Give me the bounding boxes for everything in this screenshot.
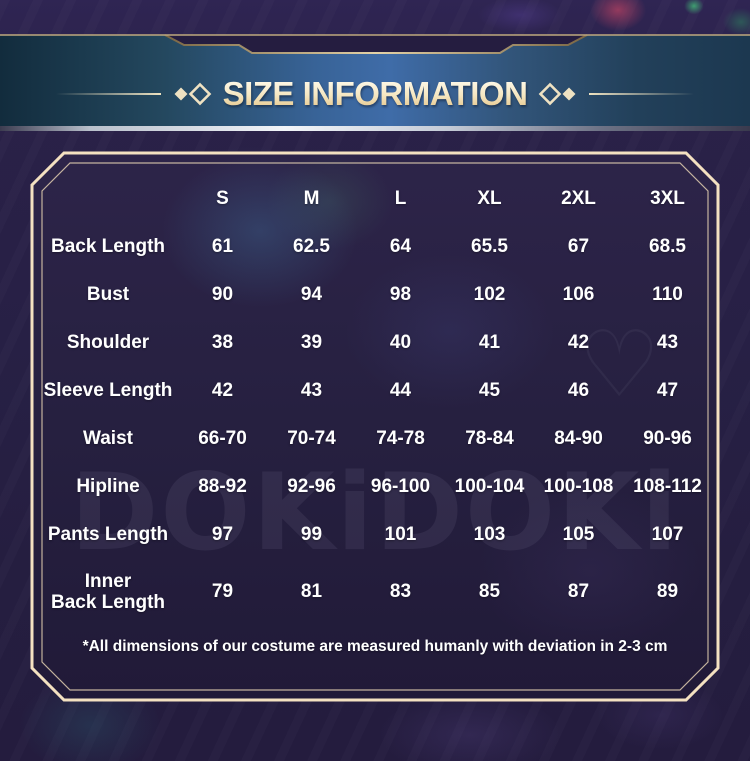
- value-cell: 43: [656, 332, 679, 354]
- table-row: Pants Length 97 99 101 103 105 107: [38, 511, 712, 559]
- value-cell: 38: [211, 332, 234, 354]
- value-cell: 88-92: [198, 476, 247, 498]
- value-cell: 46: [567, 380, 590, 402]
- row-label: Shoulder: [66, 332, 150, 354]
- row-label: Pants Length: [47, 524, 169, 546]
- value-cell: 83: [389, 581, 412, 603]
- size-info-banner: SIZE INFORMATION: [0, 33, 750, 131]
- column-header: XL: [477, 188, 502, 210]
- table-row: Back Length 61 62.5 64 65.5 67 68.5: [38, 223, 712, 271]
- value-cell: 74-78: [376, 428, 425, 450]
- value-cell: 61: [211, 236, 234, 258]
- value-cell: 66-70: [198, 428, 247, 450]
- value-cell: 90-96: [643, 428, 692, 450]
- value-cell: 110: [652, 284, 683, 306]
- value-cell: 89: [656, 581, 679, 603]
- value-cell: 99: [300, 524, 323, 546]
- ornament-line-left: [55, 92, 161, 95]
- value-cell: 47: [656, 380, 679, 402]
- value-cell: 45: [478, 380, 501, 402]
- column-header: M: [303, 188, 320, 210]
- row-label: Hipline: [76, 476, 140, 498]
- row-label: Sleeve Length: [43, 380, 173, 402]
- table-row: Hipline 88-92 92-96 96-100 100-104 100-108 108…: [38, 463, 712, 511]
- value-cell: 62.5: [293, 236, 330, 258]
- double-diamond-icon: [174, 82, 211, 105]
- size-table-header: S M L XL 2XL 3XL: [38, 175, 712, 223]
- value-cell: 103: [473, 524, 506, 546]
- value-cell: 84-90: [554, 428, 603, 450]
- table-row: Waist 66-70 70-74 74-78 78-84 84-90 90-96: [38, 415, 712, 463]
- value-cell: 90: [211, 284, 234, 306]
- banner-decoration: [0, 34, 750, 131]
- value-cell: 67: [567, 236, 590, 258]
- column-header: S: [216, 188, 229, 210]
- value-cell: 43: [300, 380, 323, 402]
- title-row: SIZE INFORMATION: [0, 77, 750, 110]
- measurement-disclaimer: *All dimensions of our costume are measu…: [82, 638, 668, 655]
- value-cell: 108-112: [633, 476, 702, 498]
- table-row: Bust 90 94 98 102 106 110: [38, 271, 712, 319]
- value-cell: 107: [651, 524, 684, 546]
- value-cell: 100-108: [543, 476, 614, 498]
- value-cell: 94: [300, 284, 323, 306]
- table-row: Shoulder 38 39 40 41 42 43: [38, 319, 712, 367]
- column-header: 3XL: [650, 188, 685, 210]
- double-diamond-icon: [539, 82, 576, 105]
- table-row: Inner Back Length 79 81 83 85 87 89: [38, 559, 712, 625]
- value-cell: 68.5: [649, 236, 686, 258]
- value-cell: 101: [384, 524, 417, 546]
- value-cell: 87: [567, 581, 590, 603]
- row-label: Inner Back Length: [50, 570, 166, 613]
- value-cell: 106: [562, 284, 595, 306]
- size-table-body: Back Length 61 62.5 64 65.5 67 68.5 Bust 90 94 98 1…: [38, 223, 712, 625]
- row-label: Waist: [83, 428, 133, 450]
- value-cell: 79: [211, 581, 234, 603]
- row-label: Back Length: [50, 236, 166, 258]
- value-cell: 102: [473, 284, 506, 306]
- value-cell: 100-104: [454, 476, 525, 498]
- value-cell: 42: [567, 332, 590, 354]
- value-cell: 92-96: [287, 476, 336, 498]
- value-cell: 65.5: [471, 236, 508, 258]
- value-cell: 96-100: [370, 476, 431, 498]
- row-label: Bust: [86, 284, 130, 306]
- value-cell: 39: [300, 332, 323, 354]
- value-cell: 42: [211, 380, 234, 402]
- column-header: 2XL: [561, 188, 596, 210]
- value-cell: 70-74: [287, 428, 336, 450]
- page-title: SIZE INFORMATION: [222, 75, 528, 112]
- value-cell: 41: [478, 332, 501, 354]
- value-cell: 97: [211, 524, 234, 546]
- value-cell: 105: [562, 524, 595, 546]
- table-row: Sleeve Length 42 43 44 45 46 47: [38, 367, 712, 415]
- value-cell: 85: [478, 581, 501, 603]
- ornament-line-right: [589, 92, 695, 95]
- value-cell: 40: [389, 332, 412, 354]
- column-header: L: [394, 188, 407, 210]
- value-cell: 44: [389, 380, 412, 402]
- size-table: S M L XL 2XL 3XL Back Length 61 62.5 64 65.5 67 68.…: [38, 175, 712, 656]
- value-cell: 64: [389, 236, 412, 258]
- value-cell: 78-84: [465, 428, 514, 450]
- value-cell: 98: [389, 284, 412, 306]
- panel-border-frame: [30, 151, 720, 702]
- value-cell: 81: [300, 581, 323, 603]
